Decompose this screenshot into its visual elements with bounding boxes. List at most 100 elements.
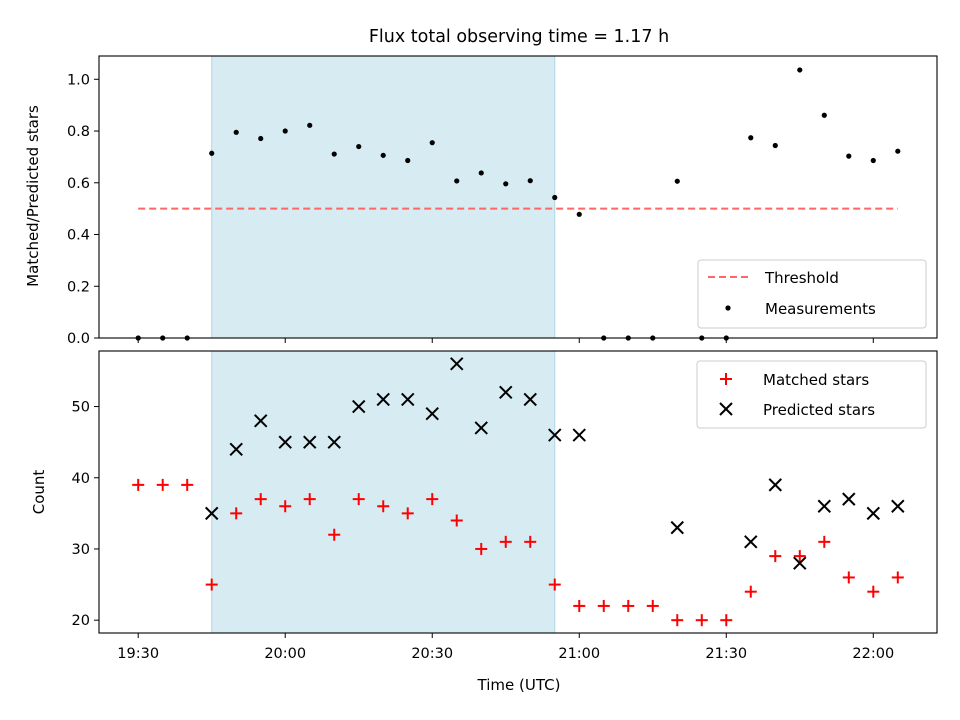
predicted-star-point	[352, 399, 366, 414]
x-tick-label: 19:30	[117, 646, 159, 662]
matched-star-point	[744, 585, 757, 598]
top-x-ticks	[137, 338, 874, 343]
top-y-tick-label: 0.0	[67, 331, 90, 347]
top-shaded-interval	[211, 55, 556, 339]
matched-star-point	[818, 535, 831, 548]
x-tick-label: 21:30	[705, 646, 747, 662]
measurement-point	[380, 152, 386, 158]
bottom-legend: Matched stars Predicted stars	[696, 360, 927, 429]
predicted-star-point	[548, 428, 562, 442]
top-y-tick-label: 0.4	[67, 228, 90, 244]
measurement-point	[209, 150, 215, 156]
predicted-star-point	[376, 392, 390, 407]
bottom-x-ticks: 19:30 20:00 20:30 21:00 21:30 22:00	[117, 633, 894, 662]
bottom-axes-frame	[98, 350, 938, 634]
top-y-tick-label: 0.2	[67, 279, 90, 295]
predicted-stars-legend-label: Predicted stars	[763, 401, 875, 419]
bottom-y-tick-label: 50	[72, 400, 90, 416]
measurements-legend-swatch	[725, 305, 731, 311]
predicted-star-point	[768, 478, 782, 492]
matched-stars-series	[132, 478, 904, 627]
matched-star-point	[524, 535, 537, 548]
matched-star-point	[303, 493, 316, 506]
bottom-y-tick-label: 30	[72, 542, 90, 558]
predicted-star-point	[793, 556, 807, 570]
measurement-point	[895, 148, 901, 154]
matched-star-point	[548, 578, 561, 591]
predicted-star-point	[744, 535, 758, 549]
matched-star-point	[426, 493, 439, 506]
matched-star-point	[254, 493, 267, 506]
predicted-star-point	[401, 392, 415, 407]
matched-star-point	[352, 493, 365, 506]
bottom-y-ticks: 20 30 40 50	[72, 400, 99, 629]
predicted-star-point	[817, 499, 831, 513]
predicted-star-point	[866, 506, 880, 521]
measurement-point	[846, 153, 852, 159]
measurements-legend-label: Measurements	[765, 300, 876, 318]
bottom-y-tick-label: 40	[72, 471, 90, 487]
predicted-star-point	[327, 435, 341, 449]
top-legend: Threshold Measurements	[697, 259, 927, 329]
measurement-point	[478, 170, 484, 176]
measurement-point	[356, 143, 362, 150]
top-y-axis-label: Matched/Predicted stars	[24, 105, 42, 287]
matched-star-point	[573, 599, 586, 612]
predicted-star-point	[205, 506, 219, 521]
predicted-star-point	[499, 385, 513, 400]
matched-stars-legend-swatch	[720, 373, 732, 385]
top-y-tick-label: 1.0	[67, 72, 90, 88]
matched-star-point	[793, 550, 806, 563]
measurement-point	[748, 135, 754, 141]
measurement-point	[258, 135, 264, 142]
predicted-star-point	[670, 520, 684, 535]
matched-star-point	[377, 500, 390, 513]
x-axis-label: Time (UTC)	[477, 676, 561, 694]
matched-star-point	[450, 514, 463, 527]
predicted-star-point	[523, 392, 537, 407]
matched-star-point	[769, 550, 782, 563]
top-y-tick-label: 0.8	[67, 124, 90, 140]
predicted-star-point	[278, 435, 292, 449]
measurement-point	[233, 129, 239, 135]
top-legend-box	[697, 259, 927, 329]
top-axes-frame	[98, 55, 938, 339]
matched-star-point	[646, 599, 659, 612]
predicted-star-point	[842, 492, 856, 506]
measurement-point	[576, 211, 582, 217]
top-y-ticks: 0.0 0.2 0.4 0.6 0.8 1.0	[67, 72, 99, 347]
bottom-y-tick-label: 20	[72, 613, 90, 629]
matched-star-point	[328, 528, 341, 541]
predicted-star-point	[474, 421, 488, 435]
predicted-star-point	[229, 442, 243, 456]
predicted-star-point	[572, 428, 586, 442]
predicted-star-point	[254, 414, 268, 428]
matched-star-point	[475, 542, 488, 555]
measurements-series	[135, 67, 901, 341]
x-tick-label: 20:00	[264, 646, 306, 662]
predicted-star-point	[450, 357, 464, 371]
measurement-point	[405, 157, 411, 164]
measurement-point	[307, 122, 313, 128]
matched-star-point	[695, 614, 708, 627]
measurement-point	[772, 142, 778, 149]
measurement-point	[503, 181, 509, 187]
matched-star-point	[842, 571, 855, 584]
measurement-point	[821, 112, 827, 118]
matched-star-point	[205, 578, 218, 591]
predicted-stars-legend-swatch	[719, 402, 733, 416]
bottom-y-axis-label: Count	[30, 470, 48, 515]
matched-star-point	[597, 599, 610, 612]
matched-star-point	[230, 507, 243, 520]
matched-star-point	[132, 478, 145, 491]
measurement-point	[429, 140, 435, 146]
x-tick-label: 22:00	[852, 646, 894, 662]
matched-star-point	[720, 614, 733, 627]
measurement-point	[454, 178, 460, 184]
measurement-point	[674, 178, 680, 184]
measurement-point	[527, 178, 533, 184]
predicted-stars-series	[205, 357, 905, 570]
